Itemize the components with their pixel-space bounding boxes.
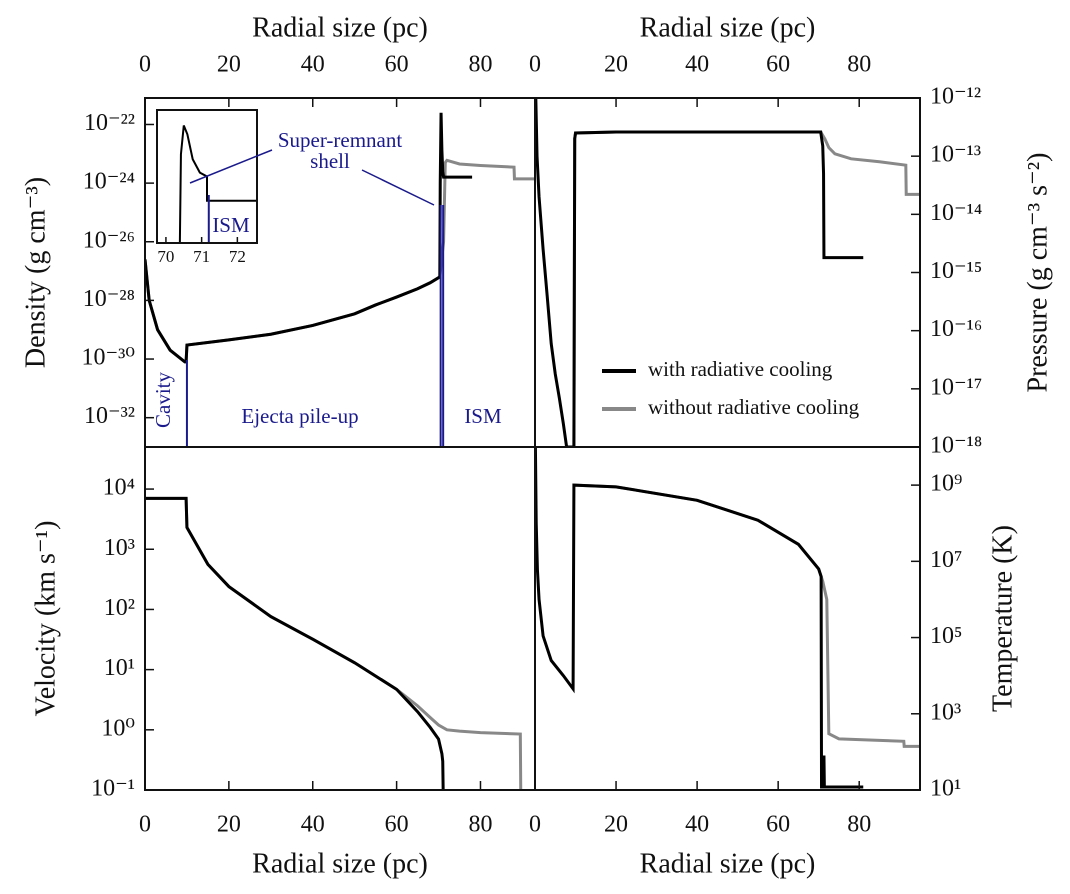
y-tick-label: 10⁹ (930, 471, 962, 497)
x-tick-label: 0 (139, 52, 151, 78)
y-tick-label: 10⁻³² (84, 403, 135, 429)
x-axis-label: Radial size (pc) (252, 12, 428, 43)
series-line (145, 496, 523, 790)
series-line (145, 496, 445, 790)
y-tick-label: 10³ (930, 699, 961, 725)
y-tick-label: 10⁻¹ (91, 776, 135, 802)
x-tick-label: 71 (193, 247, 210, 266)
axes-frame (534, 446, 921, 791)
series-line (535, 447, 864, 789)
y-tick-label: 10⁻¹⁵ (930, 258, 982, 284)
y-tick-label: 10⁻²⁴ (83, 169, 135, 195)
y-tick-label: 10⁻¹⁷ (930, 374, 982, 400)
x-tick-label: 72 (229, 247, 246, 266)
x-tick-label: 60 (766, 812, 790, 838)
x-axis-label: Radial size (pc) (252, 848, 428, 879)
x-axis-label: Radial size (pc) (640, 12, 816, 43)
x-tick-label: 60 (385, 812, 409, 838)
x-tick-label: 60 (766, 52, 790, 78)
y-tick-label: 10³ (104, 535, 135, 561)
pointer (189, 149, 273, 184)
x-tick-label: 20 (217, 812, 241, 838)
y-axis-label: Velocity (km s⁻¹) (30, 521, 61, 717)
y-tick-label: 10⁻²⁸ (83, 286, 135, 312)
axes-frame (144, 446, 536, 791)
x-tick-label: 20 (217, 52, 241, 78)
y-tick-label: 10⁻²⁶ (83, 227, 135, 253)
x-tick-label: 60 (385, 52, 409, 78)
pointer (361, 169, 435, 206)
y-tick-label: 10⁵ (930, 623, 962, 649)
annotation: shell (310, 149, 350, 173)
y-tick-label: 10⁰ (101, 715, 135, 741)
y-tick-label: 10⁻¹⁴ (930, 200, 982, 226)
x-tick-label: 70 (157, 247, 174, 266)
y-tick-label: 10⁻¹² (930, 84, 981, 110)
x-tick-label: 0 (529, 812, 541, 838)
x-tick-label: 40 (301, 812, 325, 838)
x-tick-label: 40 (685, 52, 709, 78)
y-axis-label: Pressure (g cm⁻³ s⁻²) (1022, 153, 1053, 393)
x-tick-label: 40 (301, 52, 325, 78)
x-tick-label: 20 (604, 52, 628, 78)
y-tick-label: 10⁷ (930, 547, 962, 573)
x-tick-label: 80 (468, 52, 492, 78)
x-tick-label: 0 (529, 52, 541, 78)
annotation: Ejecta pile-up (241, 404, 358, 428)
legend-label: with radiative cooling (648, 357, 833, 381)
annotation: Cavity (151, 372, 175, 428)
legend-label: without radiative cooling (648, 395, 860, 419)
y-tick-label: 10⁴ (103, 475, 135, 501)
x-tick-label: 80 (847, 52, 871, 78)
x-tick-label: 0 (139, 812, 151, 838)
annotation: ISM (212, 213, 250, 237)
annotation: ISM (464, 404, 502, 428)
y-axis-label: Temperature (K) (987, 525, 1018, 712)
series-line (178, 125, 257, 243)
x-tick-label: 20 (604, 812, 628, 838)
y-tick-label: 10⁻¹⁸ (930, 433, 982, 459)
annotation: Super-remnant (278, 128, 403, 152)
y-tick-label: 10⁻³⁰ (82, 345, 135, 371)
y-tick-label: 10² (104, 595, 135, 621)
series-line (145, 112, 473, 364)
y-tick-label: 10⁻²² (84, 110, 135, 136)
y-tick-label: 10⁻¹⁶ (930, 316, 982, 342)
series-line (535, 98, 864, 447)
x-tick-label: 80 (847, 812, 871, 838)
axes-frame (156, 109, 258, 244)
x-tick-label: 40 (685, 812, 709, 838)
y-tick-label: 10¹ (930, 776, 961, 802)
y-axis-label: Density (g cm⁻³) (20, 177, 51, 368)
x-tick-label: 80 (468, 812, 492, 838)
y-tick-label: 10⁻¹³ (930, 142, 981, 168)
series-line (573, 483, 920, 748)
x-axis-label: Radial size (pc) (640, 848, 816, 879)
y-tick-label: 10¹ (104, 655, 135, 681)
